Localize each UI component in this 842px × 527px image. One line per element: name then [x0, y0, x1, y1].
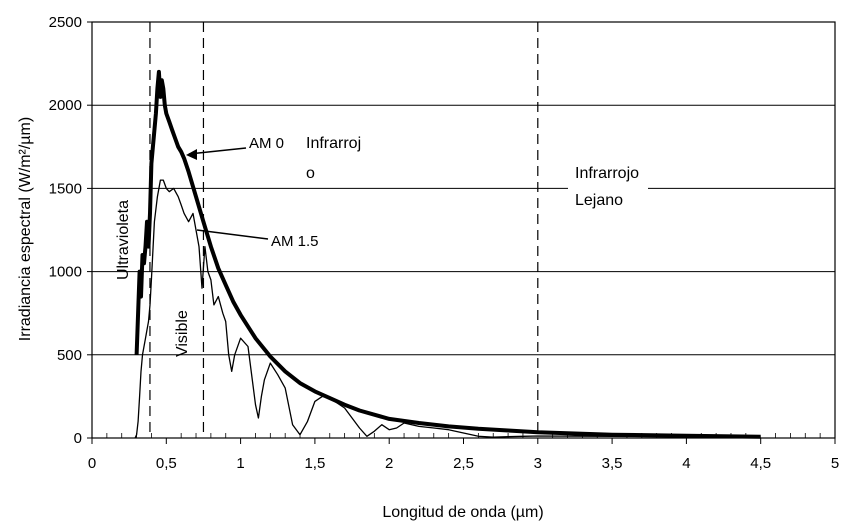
am0-arrow-line: [188, 147, 247, 155]
series-lines: [134, 69, 761, 439]
region-ultravioleta-label: Ultravioleta: [115, 200, 132, 280]
y-tick-label: 2500: [49, 14, 82, 31]
axes: [87, 21, 836, 444]
y-tick-label: 1500: [49, 180, 82, 197]
x-tick-label: 1,5: [304, 455, 325, 472]
y-tick-label: 2000: [49, 97, 82, 114]
region-far-infrared-line2: Lejano: [575, 192, 623, 209]
annotations: AM 0 AM 1.5: [186, 135, 319, 250]
y-axis-title: Irradiancia espectral (W/m²/µm): [17, 117, 34, 341]
x-tick-label: 2: [385, 455, 393, 472]
region-far-infrared-line1: Infrarrojo: [575, 165, 639, 182]
x-tick-label: 2,5: [453, 455, 474, 472]
x-tick-label: 4,5: [750, 455, 771, 472]
region-infrarrojo-line2: o: [306, 165, 315, 182]
x-tick-label: 3,5: [602, 455, 623, 472]
x-tick-label: 0,5: [156, 455, 177, 472]
region-infrarrojo-line1: Infrarroj: [306, 135, 361, 152]
region-labels: Ultravioleta Visible Infrarroj o Infrarr…: [115, 135, 648, 357]
region-boundaries: [149, 22, 539, 438]
tick-labels: 0 500 1000 1500 2000 2500 0 0,5 1 1,5 2 2,5 3 3,5 4 4,5…: [49, 14, 840, 472]
y-tick-label: 0: [74, 430, 82, 447]
am15-label: AM 1.5: [271, 233, 319, 250]
region-visible-label: Visible: [174, 310, 191, 357]
x-tick-label: 0: [88, 455, 96, 472]
am0-arrowhead: [186, 149, 197, 160]
x-tick-label: 3: [534, 455, 542, 472]
y-tick-label: 500: [57, 347, 82, 364]
y-tick-label: 1000: [49, 264, 82, 281]
far-infrared-label-bg: [568, 158, 648, 210]
am0-label: AM 0: [249, 135, 284, 152]
x-tick-label: 5: [831, 455, 839, 472]
x-tick-label: 1: [236, 455, 244, 472]
am15-arrow-line: [196, 229, 269, 240]
x-tick-label: 4: [682, 455, 690, 472]
series-line-am0: [134, 69, 761, 439]
series-line-am15: [134, 179, 761, 439]
x-axis-title: Longitud de onda (µm): [382, 504, 543, 521]
